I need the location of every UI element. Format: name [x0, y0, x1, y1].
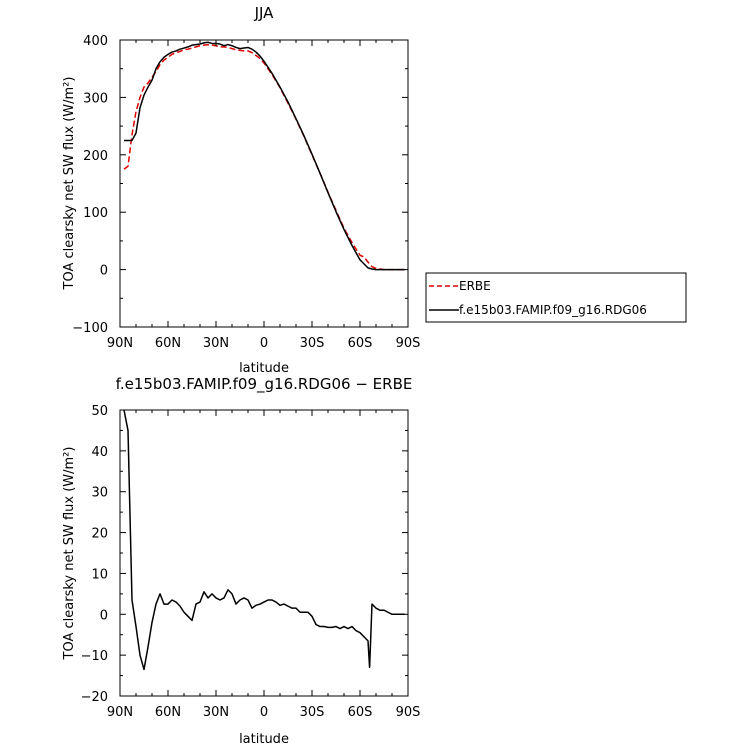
y-tick-label: 40 — [91, 445, 108, 460]
y-tick-label: 30 — [91, 486, 108, 501]
top-series-line-erbe — [123, 43, 405, 271]
top-panel-series — [123, 41, 405, 271]
y-tick-label: −20 — [81, 690, 108, 705]
y-tick-label: −10 — [81, 649, 108, 664]
y-tick-label: 400 — [83, 34, 108, 49]
x-tick-label: 30N — [203, 336, 229, 351]
top-panel-frame — [119, 39, 409, 328]
x-tick-label: 30S — [300, 705, 325, 720]
y-tick-label: 20 — [91, 527, 108, 542]
bottom-series-line-difference — [123, 409, 405, 671]
x-tick-label: 90S — [396, 705, 421, 720]
y-tick-label: −100 — [72, 321, 108, 336]
x-tick-label: 60N — [155, 705, 181, 720]
bottom-panel-title: f.e15b03.FAMIP.f09_g16.RDG06 − ERBE — [116, 375, 413, 394]
y-tick-label: 300 — [83, 91, 108, 106]
y-tick-label: 200 — [83, 149, 108, 164]
legend-erbe-label: ERBE — [459, 279, 491, 293]
x-tick-label: 0 — [260, 705, 268, 720]
x-tick-label: 90N — [107, 336, 133, 351]
x-tick-label: 0 — [260, 336, 268, 351]
x-tick-label: 60S — [348, 705, 373, 720]
bottom-panel: f.e15b03.FAMIP.f09_g16.RDG06 − ERBE 90N 6… — [62, 375, 420, 747]
y-tick-label: 10 — [91, 567, 108, 582]
bottom-panel-frame — [119, 409, 409, 697]
y-tick-label: 0 — [100, 264, 108, 279]
x-tick-label: 90S — [396, 336, 421, 351]
x-tick-label: 30S — [300, 336, 325, 351]
top-panel-title: JJA — [254, 4, 275, 22]
x-tick-label: 90N — [107, 705, 133, 720]
bottom-panel-ticks: 90N 60N 30N 0 30S 60S 90S −20 −10 0 10 20 30 40 50 — [81, 404, 421, 720]
legend: ERBE f.e15b03.FAMIP.f09_g16.RDG06 — [425, 272, 687, 323]
top-series-line-f-e15b03-famip-f09-g16-rdg06 — [124, 41, 405, 271]
bottom-panel-xlabel: latitude — [239, 732, 289, 747]
legend-model-label: f.e15b03.FAMIP.f09_g16.RDG06 — [459, 303, 647, 317]
y-tick-label: 50 — [91, 404, 108, 419]
y-tick-label: 0 — [100, 608, 108, 623]
top-panel-ylabel: TOA clearsky net SW flux (W/m²) — [62, 77, 77, 291]
top-panel-ticks: 90N 60N 30N 0 30S 60S 90S −100 0 100 200 300 400 — [72, 34, 420, 351]
bottom-panel-ylabel: TOA clearsky net SW flux (W/m²) — [62, 447, 77, 661]
top-panel-xlabel: latitude — [239, 361, 289, 376]
x-tick-label: 30N — [203, 705, 229, 720]
top-panel: JJA 90N 60N 30N 0 30S 60S 90S −100 0 100 200 300 400… — [62, 4, 420, 376]
y-tick-label: 100 — [83, 206, 108, 221]
bottom-panel-series — [123, 409, 405, 671]
x-tick-label: 60N — [155, 336, 181, 351]
legend-box — [425, 272, 687, 323]
x-tick-label: 60S — [348, 336, 373, 351]
